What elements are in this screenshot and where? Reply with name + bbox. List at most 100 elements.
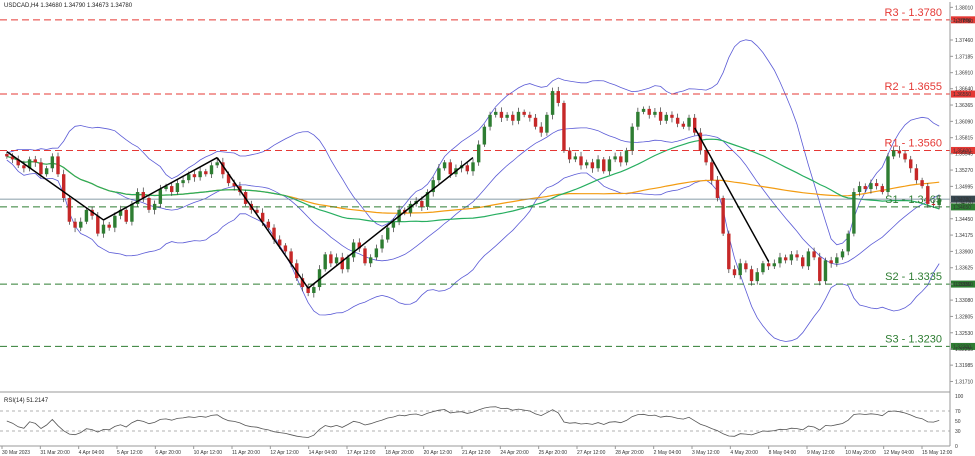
candle-body xyxy=(852,192,856,234)
candle-body xyxy=(437,168,441,181)
candle-body xyxy=(141,192,145,198)
x-tick-label: 15 May 12:00 xyxy=(922,450,953,456)
y-tick-label: 1.37460 xyxy=(955,38,973,44)
y-tick-label: 1.37780 xyxy=(955,19,973,25)
candle-body xyxy=(846,233,850,252)
x-tick-label: 10 Apr 12:00 xyxy=(194,450,223,456)
candle-body xyxy=(494,111,498,115)
y-tick-label: 1.36090 xyxy=(955,119,973,125)
candle-body xyxy=(16,159,20,166)
candle-body xyxy=(209,165,214,175)
candle-body xyxy=(181,180,185,184)
candle-body xyxy=(56,156,60,175)
candle-body xyxy=(465,165,470,172)
candle-body xyxy=(278,239,282,246)
candle-body xyxy=(380,239,384,249)
candle-body xyxy=(368,257,373,264)
candle-body xyxy=(420,200,424,207)
level-label-s2: S2 - 1.3335 xyxy=(885,271,942,283)
candle-body xyxy=(715,180,720,198)
candle-body xyxy=(755,272,759,282)
candle-body xyxy=(232,183,236,187)
x-tick-label: 27 Apr 12:00 xyxy=(577,450,606,456)
candle-body xyxy=(164,186,168,190)
candle-body xyxy=(300,278,305,288)
candle-body xyxy=(749,269,754,282)
candle-body xyxy=(812,251,816,258)
candle-body xyxy=(334,257,339,264)
candle-body xyxy=(158,189,163,204)
y-tick-label: 1.31710 xyxy=(955,379,973,385)
candle-body xyxy=(10,156,15,160)
candle-body xyxy=(323,254,327,270)
trendline xyxy=(216,157,309,289)
candle-body xyxy=(647,108,651,115)
x-tick-label: 30 Mar 2023 xyxy=(2,450,30,456)
y-tick-label: 1.32805 xyxy=(955,314,973,320)
level-price-tag: 1.34650 xyxy=(953,205,971,211)
candle-body xyxy=(187,174,191,181)
trendline xyxy=(6,151,104,221)
candle-body xyxy=(550,91,555,115)
candle-body xyxy=(425,192,430,207)
candle-body xyxy=(937,199,941,206)
x-tick-label: 24 Apr 20:00 xyxy=(500,450,529,456)
candle-body xyxy=(926,186,930,204)
candle-body xyxy=(96,215,100,234)
candle-body xyxy=(579,156,583,166)
rsi-tick-label: 100 xyxy=(955,394,964,400)
candle-body xyxy=(147,197,151,210)
candle-body xyxy=(260,212,265,222)
rsi-tick-label: 70 xyxy=(955,409,961,415)
candle-body xyxy=(73,221,77,228)
x-tick-label: 12 May 04:00 xyxy=(884,450,915,456)
candle-body xyxy=(539,126,543,133)
candle-body xyxy=(783,257,788,261)
rsi-line xyxy=(6,406,940,438)
candle-body xyxy=(408,203,413,213)
candle-body xyxy=(272,227,276,240)
candle-body xyxy=(687,117,691,127)
candle-body xyxy=(766,263,771,267)
y-tick-label: 1.36640 xyxy=(955,87,973,93)
candle-body xyxy=(869,183,873,190)
candle-body xyxy=(528,114,532,118)
candle-body xyxy=(664,114,668,121)
y-tick-label: 1.35270 xyxy=(955,168,973,174)
candle-body xyxy=(476,144,481,163)
candle-body xyxy=(329,254,333,264)
level-price-tag: 1.33350 xyxy=(953,282,971,288)
candle-body xyxy=(107,224,111,228)
y-tick-label: 1.33900 xyxy=(955,249,973,255)
candle-body xyxy=(357,242,362,249)
candle-body xyxy=(169,186,174,193)
y-tick-label: 1.35815 xyxy=(955,136,973,142)
y-tick-label: 1.34175 xyxy=(955,233,973,239)
y-tick-label: 1.37185 xyxy=(955,54,973,60)
x-tick-label: 14 Apr 04:00 xyxy=(309,450,338,456)
candle-body xyxy=(914,168,919,181)
candle-body xyxy=(204,171,208,175)
level-label-s3: S3 - 1.3230 xyxy=(885,333,942,345)
x-tick-label: 10 May 20:00 xyxy=(845,450,876,456)
candle-body xyxy=(289,251,293,264)
candle-body xyxy=(704,150,708,163)
candle-body xyxy=(636,111,640,127)
level-price-tag: 1.37800 xyxy=(953,18,971,24)
bollinger-upper xyxy=(6,39,940,246)
x-tick-label: 31 Mar 20:00 xyxy=(40,450,70,456)
candle-body xyxy=(67,197,72,222)
x-tick-label: 12 Apr 12:00 xyxy=(270,450,299,456)
level-price-tag-bg xyxy=(951,203,975,211)
candle-body xyxy=(909,159,913,169)
candle-body xyxy=(584,162,589,166)
candle-body xyxy=(317,269,322,288)
candle-body xyxy=(306,287,310,293)
trendline xyxy=(694,127,770,262)
candle-body xyxy=(590,162,595,169)
candle-body xyxy=(130,203,134,222)
candle-body xyxy=(721,197,725,234)
candle-body xyxy=(215,162,219,166)
candle-body xyxy=(471,162,475,172)
